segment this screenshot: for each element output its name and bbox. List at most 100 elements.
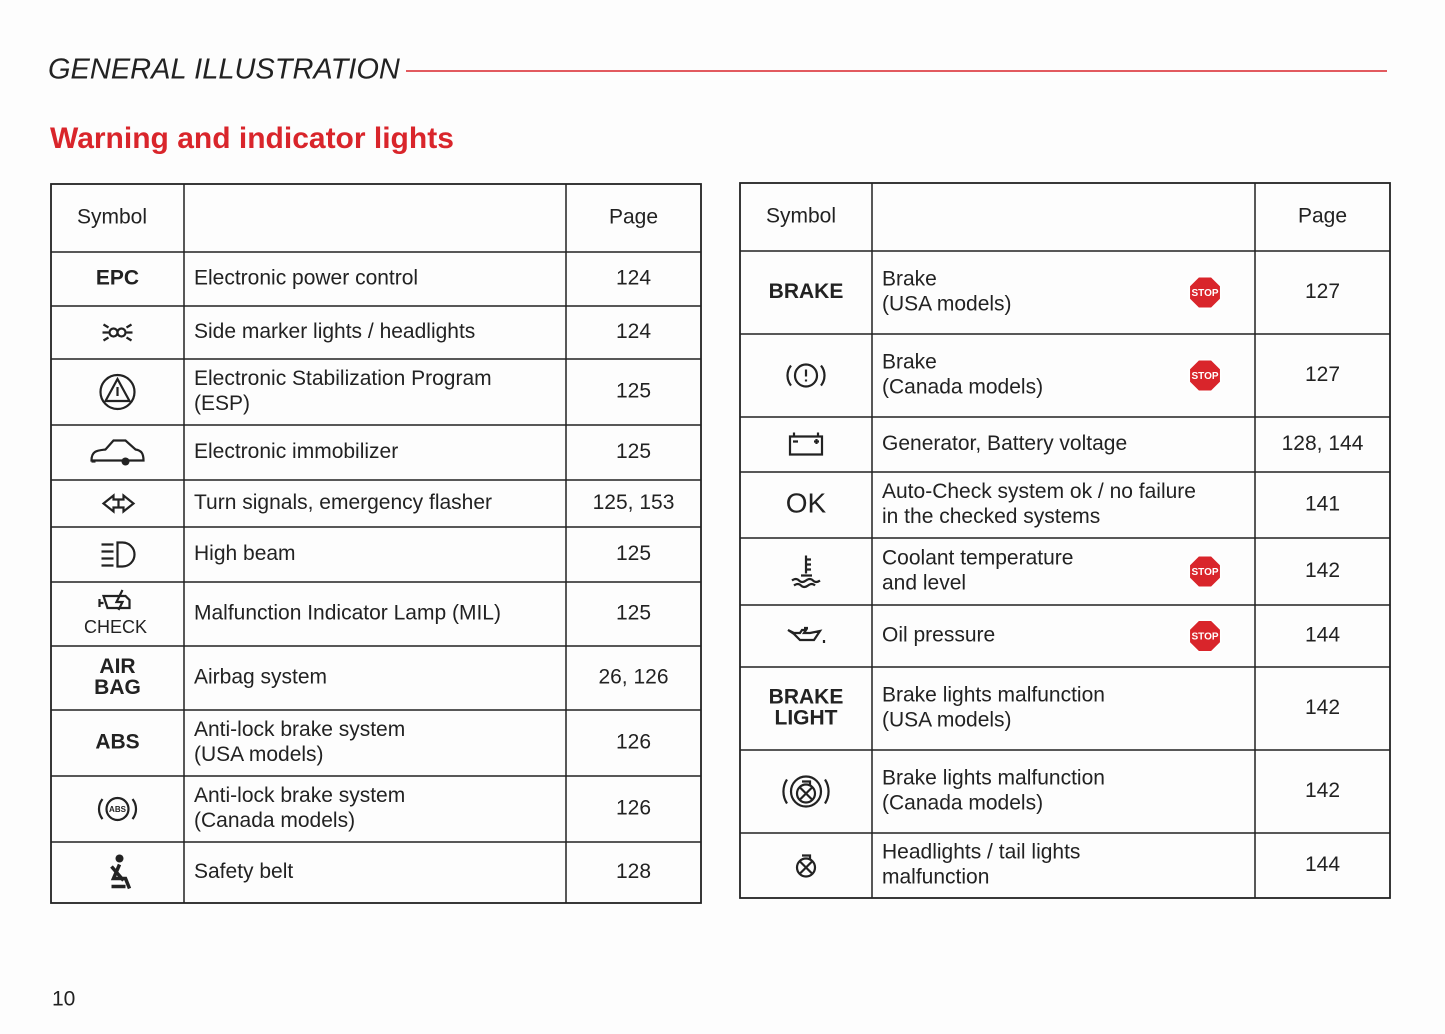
icon — [99, 373, 136, 411]
description: Brake — [882, 351, 937, 374]
table-border — [50, 183, 702, 904]
stop-sign-text: STOP — [1191, 567, 1218, 578]
description: Anti-lock brake system — [194, 718, 405, 741]
page-number: 10 — [52, 988, 75, 1011]
icon — [793, 363, 819, 388]
description: Oil pressure — [882, 624, 995, 647]
page-ref: 144 — [1305, 624, 1340, 647]
description: Coolant temperature — [882, 547, 1073, 570]
description: Side marker lights / headlights — [194, 320, 475, 343]
description: (USA models) — [882, 293, 1012, 316]
page-ref: 142 — [1305, 696, 1340, 719]
symbol-icon-text: ABS — [109, 805, 127, 814]
icon — [103, 376, 132, 403]
page-ref: 125 — [616, 380, 651, 403]
icon — [787, 626, 826, 643]
page-ref: 124 — [616, 267, 651, 290]
description: (USA models) — [882, 709, 1012, 732]
symbol-text: BRAKE — [769, 686, 844, 709]
description: High beam — [194, 542, 296, 565]
description: (Canada models) — [194, 809, 355, 832]
stop-sign — [1188, 619, 1222, 653]
symbol-text: BAG — [94, 676, 141, 699]
icon — [791, 555, 821, 589]
description: Brake — [882, 268, 937, 291]
description: (ESP) — [194, 392, 250, 415]
icon — [102, 323, 133, 342]
description: Malfunction Indicator Lamp (MIL) — [194, 602, 501, 625]
description: Anti-lock brake system — [194, 784, 405, 807]
description: (USA models) — [194, 743, 324, 766]
description: and level — [882, 572, 966, 595]
page-ref: 141 — [1305, 493, 1340, 516]
description: Generator, Battery voltage — [882, 432, 1127, 455]
page-ref: 144 — [1305, 853, 1340, 876]
table-border — [739, 182, 1391, 899]
icon — [115, 854, 124, 863]
icon — [90, 439, 145, 462]
header-page: Page — [609, 206, 658, 229]
description: malfunction — [882, 866, 989, 889]
description: Auto-Check system ok / no failure — [882, 480, 1196, 503]
header-page: Page — [1298, 205, 1347, 228]
icon — [121, 457, 130, 466]
description: Airbag system — [194, 666, 327, 689]
icon — [97, 798, 138, 820]
stop-sign-text: STOP — [1191, 632, 1218, 643]
description: (Canada models) — [882, 792, 1043, 815]
icon — [105, 796, 130, 822]
description: in the checked systems — [882, 505, 1100, 528]
icon — [786, 364, 826, 387]
symbol-text: EPC — [96, 267, 139, 290]
icon — [788, 432, 824, 456]
symbol-text: AIR — [99, 655, 135, 678]
icon — [110, 863, 132, 890]
symbol-caption: CHECK — [84, 617, 147, 637]
stop-sign-text: STOP — [1191, 288, 1218, 299]
icon — [799, 780, 813, 801]
page-ref: 128 — [616, 860, 651, 883]
description: Brake lights malfunction — [882, 684, 1105, 707]
icon — [101, 541, 136, 568]
page-ref: 125 — [616, 602, 651, 625]
symbol-text: OK — [786, 487, 827, 518]
icon — [795, 783, 817, 804]
icon — [108, 327, 119, 338]
page-ref: 26, 126 — [598, 666, 668, 689]
page-ref: 126 — [616, 731, 651, 754]
symbol-text: ABS — [95, 731, 139, 754]
page-ref: 125 — [616, 440, 651, 463]
icon — [98, 589, 131, 611]
page-ref: 127 — [1305, 363, 1340, 386]
description: Headlights / tail lights — [882, 841, 1080, 864]
symbol-text: BRAKE — [769, 280, 844, 303]
page-ref: 128, 144 — [1282, 432, 1364, 455]
description: Brake lights malfunction — [882, 767, 1105, 790]
page-ref: 142 — [1305, 559, 1340, 582]
icon — [116, 327, 127, 338]
page-heading: Warning and indicator lights — [50, 122, 454, 155]
icon — [101, 493, 136, 514]
icon — [782, 778, 830, 805]
description: Electronic immobilizer — [194, 440, 398, 463]
description: Turn signals, emergency flasher — [194, 491, 492, 514]
stop-sign — [1188, 359, 1222, 392]
icon — [795, 857, 817, 878]
stop-sign — [1188, 276, 1222, 309]
page-ref: 127 — [1305, 280, 1340, 303]
icon — [789, 775, 823, 808]
description: Electronic Stabilization Program — [194, 367, 492, 390]
section-title: GENERAL ILLUSTRATION — [48, 54, 400, 86]
header-symbol: Symbol — [766, 205, 836, 228]
page-ref: 142 — [1305, 779, 1340, 802]
description: (Canada models) — [882, 376, 1043, 399]
stop-sign — [1188, 555, 1222, 588]
page-ref: 125, 153 — [593, 491, 675, 514]
page-ref: 126 — [616, 797, 651, 820]
icon — [799, 854, 813, 875]
page-ref: 125 — [616, 542, 651, 565]
symbol-text: LIGHT — [775, 707, 838, 730]
description: Electronic power control — [194, 267, 418, 290]
stop-sign-text: STOP — [1191, 371, 1218, 382]
